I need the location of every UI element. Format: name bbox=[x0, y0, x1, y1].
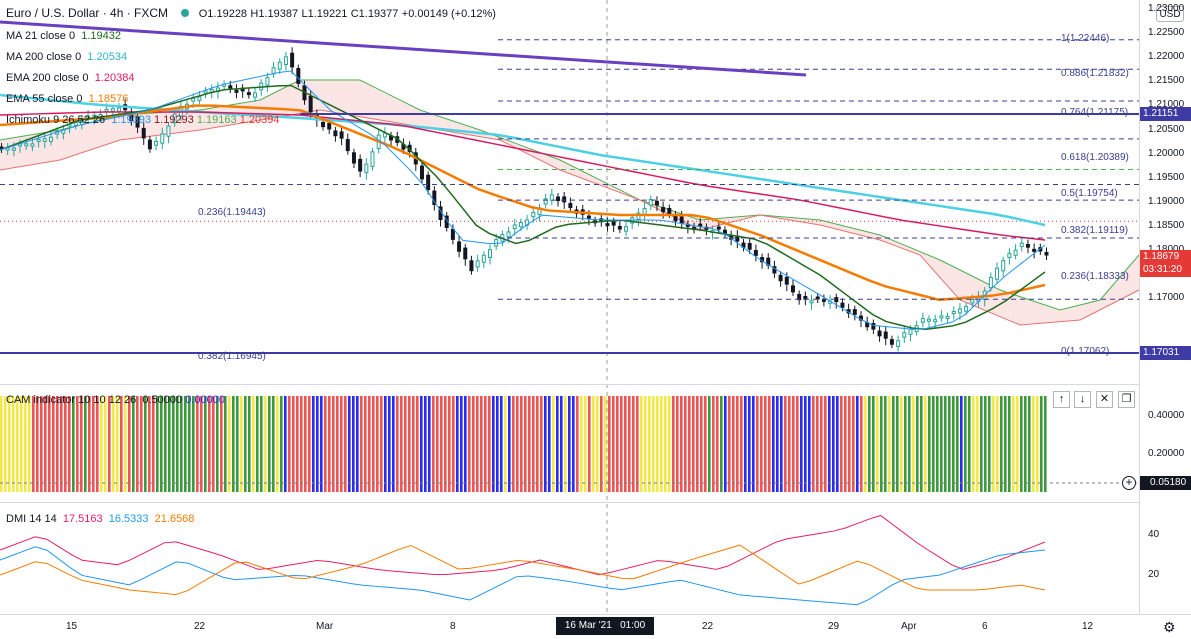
indicator-legend-ma21[interactable]: MA 21 close 0 1.19432 bbox=[6, 30, 121, 42]
move-up-button[interactable]: ↑ bbox=[1053, 391, 1070, 408]
fib-label: 1(1.22446) bbox=[1061, 33, 1110, 44]
price-tag-support: 1.17031 bbox=[1140, 346, 1191, 360]
fib-label: 0.618(1.20389) bbox=[1061, 152, 1129, 163]
indicator-legend-ma200[interactable]: MA 200 close 0 1.20534 bbox=[6, 51, 128, 63]
time-label: Apr bbox=[901, 621, 917, 632]
cam-legend[interactable]: CAM indicator 10 10 12 26 0.50000 0.0000… bbox=[6, 394, 225, 406]
fibonacci-lines bbox=[0, 20, 1139, 354]
price-tick: 1.20000 bbox=[1148, 147, 1185, 159]
fib-label: 0.382(1.19119) bbox=[1061, 225, 1129, 236]
ohlc-high: H1.19387 bbox=[250, 8, 299, 20]
price-tag-trendline: 1.21151 bbox=[1140, 107, 1191, 121]
cam-value-tag: 0.05180 bbox=[1140, 476, 1191, 490]
move-down-button[interactable]: ↓ bbox=[1074, 391, 1091, 408]
price-tick: 1.19000 bbox=[1148, 195, 1185, 207]
price-tick: 1.17000 bbox=[1148, 292, 1185, 304]
fib-label: 0.382(1.16945) bbox=[198, 351, 266, 362]
time-label: 29 bbox=[828, 621, 840, 632]
cam-indicator-bars bbox=[0, 396, 1139, 492]
close-pane-button[interactable]: ✕ bbox=[1096, 391, 1113, 408]
currency-button[interactable]: USD bbox=[1156, 6, 1184, 22]
dmi-lines bbox=[0, 514, 1046, 606]
symbol-title[interactable]: Euro / U.S. Dollar · 4h · FXCM bbox=[6, 6, 169, 20]
time-label: 15 bbox=[66, 621, 78, 632]
crosshair-time-label: 16 Mar '21 01:00 bbox=[556, 617, 654, 635]
fib-label: 0.236(1.18333) bbox=[1061, 271, 1129, 282]
status-dot-icon bbox=[181, 9, 190, 17]
fib-label: 0.5(1.19754) bbox=[1061, 188, 1118, 199]
price-tick: 1.21000 bbox=[1148, 99, 1185, 111]
price-tick: 1.18000 bbox=[1148, 244, 1184, 255]
indicator-legend-ichimoku[interactable]: Ichimoku 9 26 52 26 1.19393 1.19293 1.19… bbox=[6, 114, 280, 126]
time-label: 6 bbox=[982, 621, 988, 632]
fib-label: 0.886(1.21832) bbox=[1061, 68, 1129, 79]
cam-tick: 0.40000 bbox=[1148, 410, 1185, 421]
symbol-legend[interactable]: Euro / U.S. Dollar · 4h · FXCM O1.19228 … bbox=[6, 6, 496, 20]
indicator-legend-ema200[interactable]: EMA 200 close 0 1.20384 bbox=[6, 72, 135, 84]
price-tick: 1.22000 bbox=[1148, 51, 1185, 63]
fib-label: 0(1.17062) bbox=[1061, 346, 1110, 357]
time-label: 12 bbox=[1082, 621, 1094, 632]
ohlc-change: +0.00149 (+0.12%) bbox=[401, 8, 496, 20]
gear-icon[interactable]: ⚙ bbox=[1163, 619, 1176, 635]
plus-icon[interactable]: + bbox=[1122, 476, 1136, 490]
dmi-tick: 20 bbox=[1148, 569, 1160, 580]
time-label: 22 bbox=[702, 621, 714, 632]
maximize-pane-button[interactable]: ❐ bbox=[1118, 391, 1135, 408]
indicator-legend-ema55[interactable]: EMA 55 close 0 1.18576 bbox=[6, 93, 129, 105]
fib-label: 0.236(1.19443) bbox=[198, 207, 266, 218]
time-label: Mar bbox=[316, 621, 334, 632]
price-tick: 1.22500 bbox=[1148, 27, 1185, 39]
fib-label: 0.764(1.21175) bbox=[1061, 107, 1129, 118]
price-axis-border bbox=[1139, 0, 1140, 614]
pane-divider[interactable] bbox=[0, 384, 1139, 385]
bar-countdown: 03:31:20 bbox=[1140, 263, 1191, 277]
cam-tick: 0.20000 bbox=[1148, 448, 1185, 459]
price-tick: 1.23000 bbox=[1148, 3, 1185, 14]
ohlc-close: C1.19377 bbox=[350, 8, 399, 20]
pane-divider[interactable] bbox=[0, 502, 1139, 503]
time-label: 8 bbox=[450, 621, 456, 632]
price-tick: 1.19500 bbox=[1148, 171, 1185, 183]
moving-average-lines bbox=[0, 70, 1046, 331]
price-tick: 1.18500 bbox=[1148, 219, 1185, 231]
dmi-legend[interactable]: DMI 14 14 17.5163 16.5333 21.6568 bbox=[6, 513, 195, 525]
time-label: 22 bbox=[194, 621, 206, 632]
price-tick: 1.21500 bbox=[1148, 75, 1185, 87]
price-tick: 1.20500 bbox=[1148, 123, 1185, 135]
ohlc-open: O1.19228 bbox=[198, 8, 248, 20]
ohlc-low: L1.19221 bbox=[301, 8, 348, 20]
dmi-tick: 40 bbox=[1148, 529, 1160, 540]
time-axis-border bbox=[0, 614, 1191, 615]
price-tag-last: 1.18679 bbox=[1140, 250, 1191, 264]
